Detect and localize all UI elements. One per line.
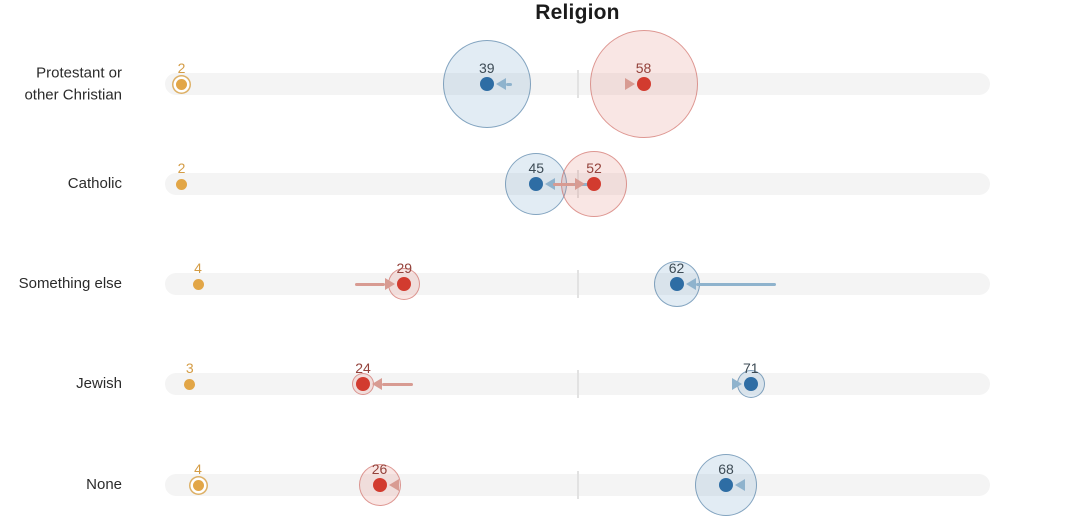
yellow-dot[interactable] [176,178,187,190]
red-dot[interactable] [397,277,412,291]
red-trend-arrow-icon [385,278,396,290]
yellow-dot[interactable] [192,479,204,491]
midline-tick [576,471,579,499]
blue-trend-arrow-tail [505,82,512,86]
blue-dot[interactable] [719,478,733,492]
red-dot[interactable] [636,77,651,91]
yellow-dot[interactable] [176,78,187,90]
red-trend-arrow-icon [388,479,399,491]
blue-dot[interactable] [529,177,544,191]
blue-value-label: 62 [668,260,685,276]
blue-trend-arrow-tail [695,282,776,286]
blue-dot[interactable] [669,277,684,291]
red-trend-arrow-tail [552,182,575,186]
category-label: None [86,476,122,494]
chart-title: Religion [535,1,620,24]
red-value-label: 58 [635,60,652,76]
yellow-value-label: 2 [177,60,186,76]
blue-value-label: 68 [718,461,734,477]
red-dot[interactable] [356,377,370,391]
yellow-dot[interactable] [184,378,196,390]
blue-trend-arrow-icon [495,78,506,90]
yellow-value-label: 4 [194,260,202,276]
blue-trend-arrow-icon [735,479,745,491]
red-trend-arrow-icon [575,178,585,190]
category-label: Something else [18,275,122,293]
red-value-label: 26 [371,461,388,477]
red-value-label: 29 [396,260,413,276]
yellow-dot[interactable] [192,278,204,290]
red-value-label: 24 [355,360,371,376]
category-label: Catholic [67,175,122,193]
category-label: Protestant or other Christian [24,64,122,103]
blue-trend-arrow-icon [685,278,696,290]
red-value-label: 52 [586,160,602,176]
red-trend-arrow-tail [354,282,386,286]
red-dot[interactable] [587,177,601,191]
yellow-value-label: 2 [177,160,186,176]
blue-dot[interactable] [479,77,494,91]
blue-dot[interactable] [743,377,758,391]
blue-value-label: 39 [478,60,495,76]
midline-tick [576,270,579,298]
blue-value-label: 45 [528,160,545,176]
blue-value-label: 71 [742,360,759,376]
yellow-value-label: 3 [185,360,194,376]
category-label: Jewish [76,375,122,393]
red-dot[interactable] [372,478,387,492]
blue-trend-arrow-icon [545,178,556,190]
red-trend-arrow-icon [624,78,635,90]
midline-tick [576,370,579,398]
blue-trend-arrow-icon [731,378,742,390]
red-trend-arrow-tail [382,382,413,386]
midline-tick [576,70,579,98]
red-trend-arrow-icon [372,378,382,390]
yellow-value-label: 4 [194,461,202,477]
